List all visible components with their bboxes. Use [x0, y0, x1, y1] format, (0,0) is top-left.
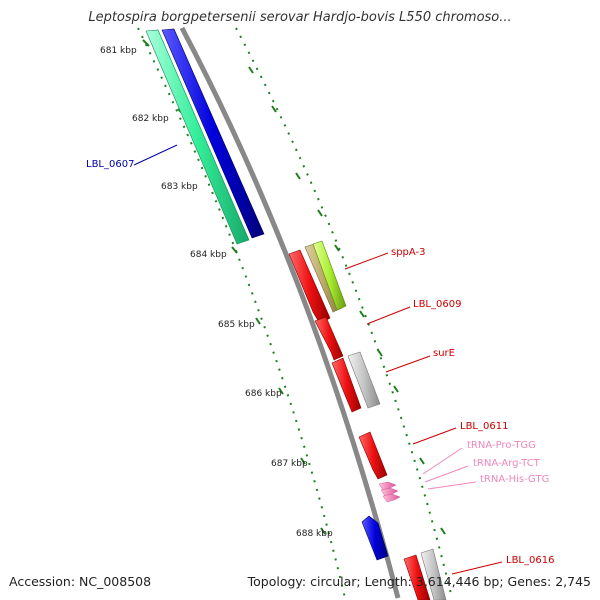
gene-LBL_0616[interactable]	[403, 554, 431, 600]
genome-stats: Topology: circular; Length: 3,614,446 bp…	[247, 574, 591, 589]
kbp-label: 687 kbp	[271, 459, 308, 469]
gene-label: tRNA-His-GTG	[480, 474, 549, 485]
label-leaders	[133, 144, 503, 575]
kbp-label: 683 kbp	[161, 182, 198, 192]
gene-label: LBL_0611	[460, 421, 508, 432]
gene-LBL_0609[interactable]	[314, 316, 344, 361]
gene-sppA-3[interactable]	[312, 240, 347, 311]
gene-label: sppA-3	[391, 247, 426, 258]
gene-labels: LBL_0607 sppA-3 LBL_0609 surE LBL_0611 t…	[86, 159, 554, 566]
right-tick-marks	[248, 66, 446, 535]
kbp-label: 685 kbp	[218, 320, 255, 330]
genome-backbone	[179, 26, 401, 599]
gene-blue-small[interactable]	[361, 515, 389, 561]
kbp-label: 686 kbp	[245, 389, 282, 399]
gene-label: tRNA-Pro-TGG	[467, 440, 536, 451]
map-title: Leptospira borgpetersenii serovar Hardjo…	[88, 10, 512, 25]
kbp-label: 682 kbp	[132, 114, 169, 124]
right-dotted-ruler	[235, 27, 453, 599]
gene-LBL_0607[interactable]	[161, 28, 265, 239]
gene-label: LBL_0609	[413, 299, 461, 310]
kbp-labels: 681 kbp 682 kbp 683 kbp 684 kbp 685 kbp …	[100, 46, 333, 539]
gene-label: LBL_0607	[86, 159, 134, 170]
kbp-label: 684 kbp	[190, 250, 227, 260]
accession-label: Accession: NC_008508	[9, 574, 152, 589]
gene-tRNA-Pro-TGG	[378, 481, 397, 491]
gene-tRNA-Arg-TCT	[380, 487, 399, 497]
gene-label: tRNA-Arg-TCT	[473, 458, 541, 469]
kbp-label: 688 kbp	[296, 529, 333, 539]
gene-cyan[interactable]	[145, 29, 250, 245]
gene-gray[interactable]	[347, 351, 381, 409]
trna-genes[interactable]	[378, 481, 401, 503]
gene-label: surE	[433, 348, 455, 359]
gene-surE[interactable]	[331, 357, 362, 413]
kbp-label: 681 kbp	[100, 46, 137, 56]
gene-label: LBL_0616	[506, 555, 554, 566]
gene-LBL_0611[interactable]	[358, 431, 388, 480]
gene-gray-bottom[interactable]	[420, 548, 447, 600]
gene-tRNA-His-GTG	[382, 493, 401, 503]
